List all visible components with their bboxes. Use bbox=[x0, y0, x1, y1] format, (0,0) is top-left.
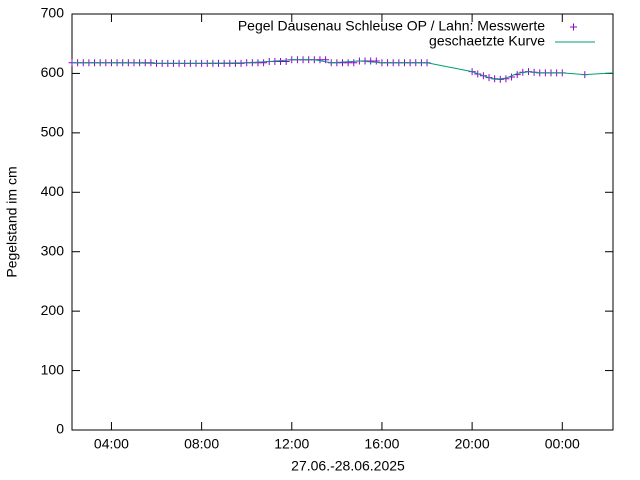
marker bbox=[350, 59, 358, 67]
x-tick-label: 00:00 bbox=[545, 436, 580, 452]
y-tick-label: 400 bbox=[41, 183, 65, 199]
legend-label: geschaetzte Kurve bbox=[429, 33, 545, 49]
legend-label: Pegel Dausenau Schleuse OP / Lahn: Messw… bbox=[238, 18, 545, 34]
x-tick-label: 12:00 bbox=[274, 436, 309, 452]
curve bbox=[72, 59, 614, 80]
y-tick-label: 700 bbox=[41, 5, 65, 21]
plot-border bbox=[71, 13, 614, 431]
marker bbox=[372, 57, 380, 65]
x-tick-label: 08:00 bbox=[184, 436, 219, 452]
x-tick-label: 16:00 bbox=[364, 436, 399, 452]
y-tick-label: 100 bbox=[41, 361, 65, 377]
marker bbox=[282, 58, 290, 66]
y-tick-label: 300 bbox=[41, 242, 65, 258]
y-tick-label: 600 bbox=[41, 64, 65, 80]
y-axis-label: Pegelstand im cm bbox=[4, 166, 20, 277]
y-tick-label: 0 bbox=[56, 421, 64, 437]
y-tick-label: 500 bbox=[41, 124, 65, 140]
marker bbox=[260, 59, 268, 67]
legend-marker bbox=[570, 23, 577, 31]
x-tick-label: 20:00 bbox=[455, 436, 490, 452]
x-tick-label: 04:00 bbox=[94, 436, 129, 452]
x-axis-label: 27.06.-28.06.2025 bbox=[291, 458, 405, 474]
y-tick-label: 200 bbox=[41, 302, 65, 318]
